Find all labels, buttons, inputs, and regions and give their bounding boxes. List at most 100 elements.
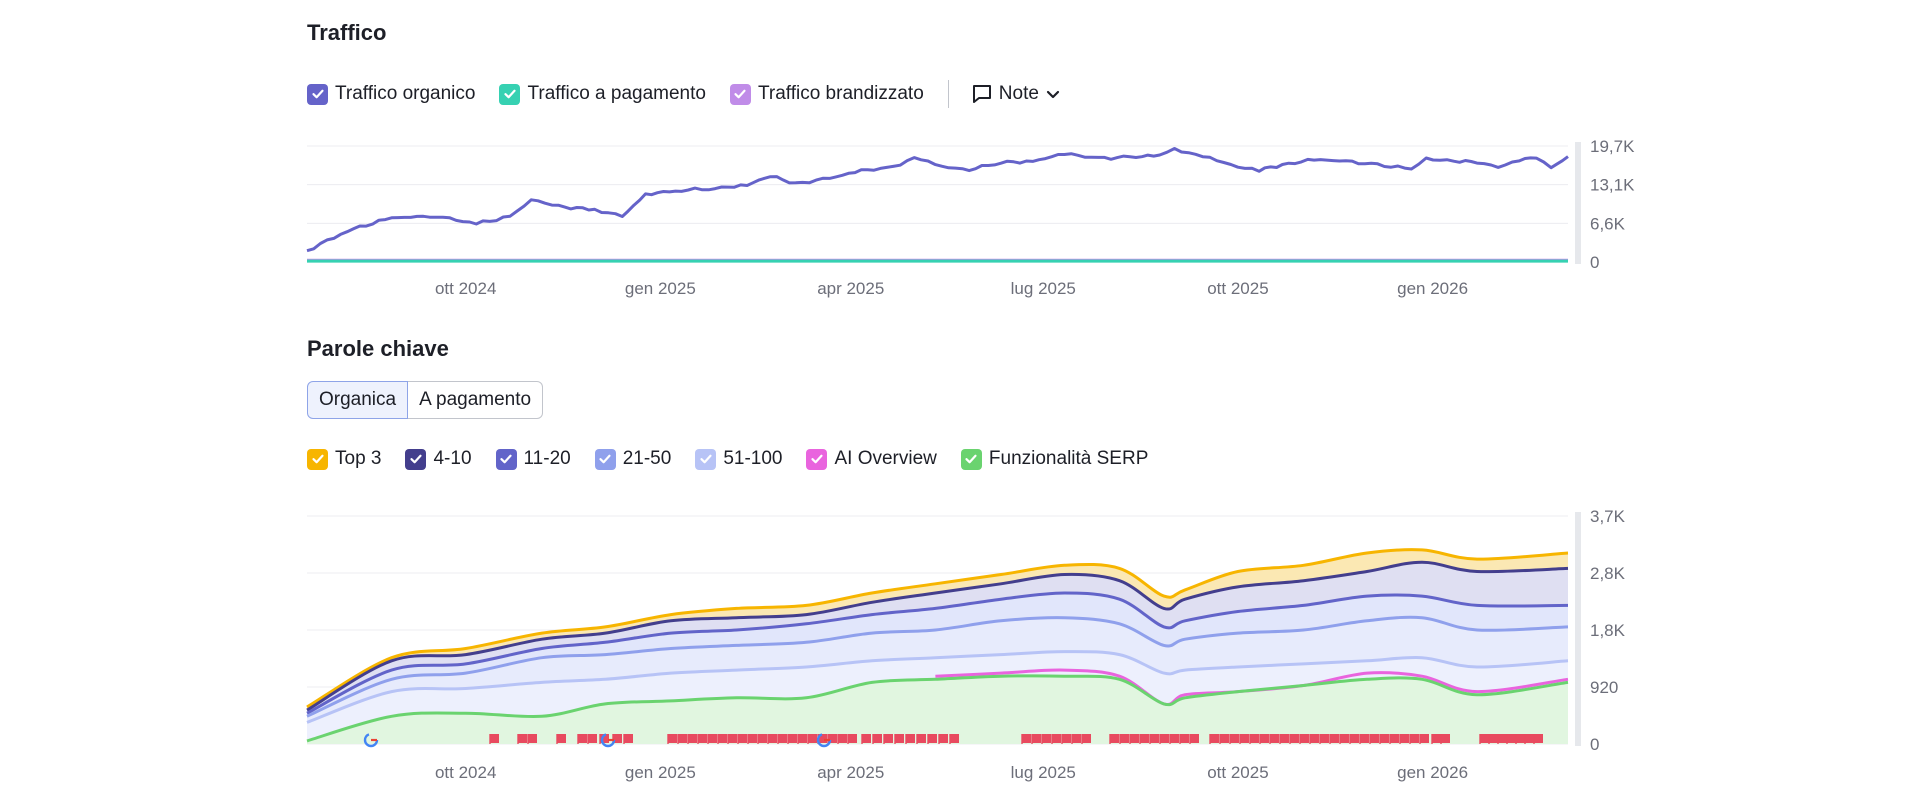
y-tick-label: 6,6K	[1590, 214, 1626, 233]
annotation-flag-icon	[884, 734, 893, 743]
legend-top3[interactable]: Top 3	[307, 448, 381, 470]
legend-label: Traffico brandizzato	[757, 83, 924, 104]
annotation-flag-icon	[528, 734, 537, 743]
legend-21-50[interactable]: 21-50	[594, 448, 672, 470]
annotation-flag-icon	[1150, 734, 1159, 743]
annotation-flag-icon	[862, 734, 871, 743]
annotation-flag-icon	[1370, 734, 1379, 743]
checkbox-checked-icon[interactable]	[806, 448, 828, 470]
x-tick-label: ott 2025	[1207, 279, 1268, 298]
annotation-flag-icon	[848, 734, 857, 743]
y-tick-label: 3,7K	[1590, 507, 1626, 526]
annotation-flag-icon	[808, 734, 817, 743]
checkbox-checked-icon[interactable]	[695, 448, 717, 470]
annotation-flag-icon	[906, 734, 915, 743]
chevron-down-icon	[1046, 90, 1060, 99]
legend-branded-traffic[interactable]: Traffico brandizzato	[729, 83, 924, 105]
google-update-icon	[816, 732, 832, 748]
x-tick-label: gen 2025	[625, 279, 696, 298]
annotation-flag-icon	[718, 734, 727, 743]
checkbox-checked-icon[interactable]	[495, 448, 517, 470]
scrollbar-track	[1575, 142, 1581, 264]
annotation-flag-icon	[557, 734, 566, 743]
legend-label: Funzionalità SERP	[988, 448, 1149, 469]
checkbox-checked-icon[interactable]	[499, 83, 521, 105]
annotation-flag-icon	[698, 734, 707, 743]
tab-a-pagamento[interactable]: A pagamento	[408, 381, 544, 419]
traffic-title: Traffico	[307, 20, 387, 45]
checkbox-checked-icon[interactable]	[594, 448, 616, 470]
annotation-flag-icon	[1240, 734, 1249, 743]
annotation-flag-icon	[1180, 734, 1189, 743]
tab-organica[interactable]: Organica	[307, 381, 409, 419]
legend-label: Traffico a pagamento	[527, 83, 706, 104]
legend-label: 21-50	[622, 448, 672, 469]
annotation-flag-icon	[490, 734, 499, 743]
annotation-flag-icon	[1340, 734, 1349, 743]
traffic-legend: Traffico organico Traffico a pagamento T…	[307, 80, 1061, 108]
area-funzionalit-serp	[307, 675, 1568, 744]
keywords-chart[interactable]: 3,7K 2,8K 1,8K 920 0 ott 2024 gen 2025 apr 2025…	[0, 500, 1920, 800]
y-tick-label: 0	[1590, 735, 1599, 754]
legend-11-20[interactable]: 11-20	[495, 448, 571, 470]
annotation-flag-icon	[1230, 734, 1239, 743]
legend-paid-traffic[interactable]: Traffico a pagamento	[499, 83, 706, 105]
annotation-flag-icon	[1350, 734, 1359, 743]
annotation-flag-icon	[778, 734, 787, 743]
annotation-flag-icon	[1110, 734, 1119, 743]
annotation-flag-icon	[1140, 734, 1149, 743]
annotation-flag-icon	[838, 734, 847, 743]
legend-serp-features[interactable]: Funzionalità SERP	[960, 448, 1149, 470]
traffic-chart[interactable]: 19,7K 13,1K 6,6K 0 ott 2024 gen 2025 apr 2025 l…	[0, 130, 1920, 310]
annotation-flag-icon	[1062, 734, 1071, 743]
checkbox-checked-icon[interactable]	[307, 448, 328, 470]
comment-icon	[972, 85, 991, 103]
checkbox-checked-icon[interactable]	[307, 83, 328, 105]
legend-organic-traffic[interactable]: Traffico organico	[307, 83, 475, 105]
annotation-flag-icon	[1190, 734, 1199, 743]
annotation-flag-icon	[1498, 734, 1507, 743]
annotation-flag-icon	[588, 734, 597, 743]
legend-ai-overview[interactable]: AI Overview	[806, 448, 937, 470]
y-tick-label: 13,1K	[1590, 176, 1635, 195]
annotation-flag-icon	[1360, 734, 1369, 743]
google-update-icon	[600, 732, 616, 748]
annotation-flag-icon	[738, 734, 747, 743]
x-tick-label: gen 2025	[625, 763, 696, 782]
legend-label: 11-20	[523, 448, 571, 469]
annotation-flag-icon	[1072, 734, 1081, 743]
series-line-traffico-organico	[306, 147, 1569, 253]
legend-divider	[947, 80, 949, 108]
x-tick-label: gen 2026	[1397, 279, 1468, 298]
annotation-flag-icon	[728, 734, 737, 743]
notes-dropdown-button[interactable]: Note	[971, 83, 1061, 105]
line-21-50	[306, 615, 1569, 718]
checkbox-checked-icon[interactable]	[960, 448, 982, 470]
line-top-3	[306, 548, 1569, 709]
annotation-flag-icon	[1310, 734, 1319, 743]
annotation-flag-icon	[818, 734, 827, 743]
checkbox-checked-icon[interactable]	[405, 448, 427, 470]
x-tick-label: ott 2024	[435, 763, 496, 782]
annotation-flag-icon	[578, 734, 587, 743]
annotation-flag-icon	[895, 734, 904, 743]
annotation-flag-icon	[1082, 734, 1091, 743]
line-11-20	[306, 591, 1569, 715]
checkbox-checked-icon[interactable]	[729, 83, 751, 105]
annotation-flag-icon	[688, 734, 697, 743]
annotation-flag-icon	[1120, 734, 1129, 743]
y-tick-label: 19,7K	[1590, 137, 1635, 156]
annotation-flag-icon	[624, 734, 633, 743]
annotation-flag-icon	[928, 734, 937, 743]
annotation-flag-icon	[1290, 734, 1299, 743]
line-4-10	[306, 560, 1569, 712]
annotation-flag-icon	[1489, 734, 1498, 743]
annotation-flag-icon	[1400, 734, 1409, 743]
legend-51-100[interactable]: 51-100	[695, 448, 782, 470]
annotation-flag-icon	[939, 734, 948, 743]
y-tick-label: 920	[1590, 678, 1618, 697]
legend-4-10[interactable]: 4-10	[405, 448, 472, 470]
x-tick-label: lug 2025	[1011, 279, 1076, 298]
legend-label: 4-10	[433, 448, 472, 469]
annotation-flag-icon	[668, 734, 677, 743]
